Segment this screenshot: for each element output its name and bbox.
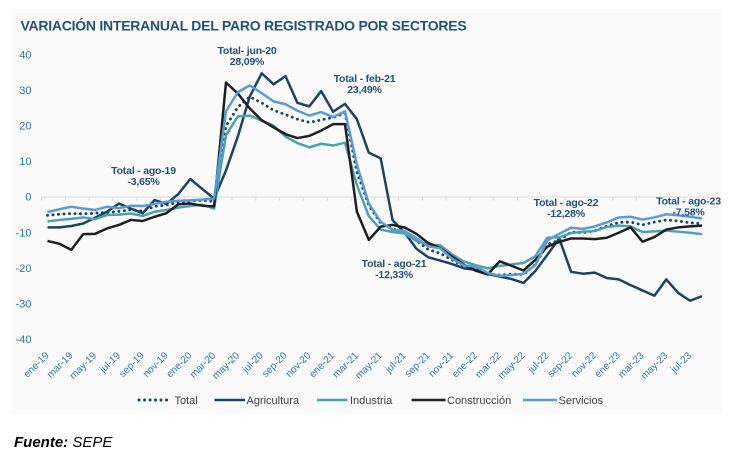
svg-text:Total - feb-21: Total - feb-21 xyxy=(334,73,396,85)
svg-text:Total: Total xyxy=(175,395,198,407)
svg-text:Construcción: Construcción xyxy=(447,395,511,407)
svg-text:23,49%: 23,49% xyxy=(347,84,382,96)
svg-text:Total - ago-19: Total - ago-19 xyxy=(111,165,176,177)
svg-text:28,09%: 28,09% xyxy=(230,56,265,68)
svg-text:Fuente: SEPE: Fuente: SEPE xyxy=(14,434,113,451)
svg-text:-30: -30 xyxy=(16,299,32,311)
svg-text:30: 30 xyxy=(19,85,31,97)
svg-text:-20: -20 xyxy=(16,263,32,275)
svg-text:40: 40 xyxy=(19,49,31,61)
svg-text:0: 0 xyxy=(25,192,31,204)
svg-text:-12,33%: -12,33% xyxy=(375,269,414,281)
svg-text:-7,58%: -7,58% xyxy=(672,207,705,219)
svg-text:Servicios: Servicios xyxy=(559,395,604,407)
svg-text:-40: -40 xyxy=(16,334,32,346)
svg-text:-12,28%: -12,28% xyxy=(547,208,586,220)
svg-text:-10: -10 xyxy=(16,227,32,239)
svg-text:Agricultura: Agricultura xyxy=(247,395,300,407)
svg-text:Total- jun-20: Total- jun-20 xyxy=(217,45,276,57)
svg-text:10: 10 xyxy=(19,156,31,168)
svg-text:Industria: Industria xyxy=(350,395,393,407)
svg-text:Total - ago-21: Total - ago-21 xyxy=(362,258,427,270)
svg-text:VARIACIÓN INTERANUAL DEL PARO: VARIACIÓN INTERANUAL DEL PARO REGISTRADO… xyxy=(21,17,467,34)
svg-text:Total - ago-23: Total - ago-23 xyxy=(656,196,721,208)
svg-text:20: 20 xyxy=(19,121,31,133)
svg-text:Total - ago-22: Total - ago-22 xyxy=(534,197,599,209)
svg-text:-3,65%: -3,65% xyxy=(127,176,160,188)
